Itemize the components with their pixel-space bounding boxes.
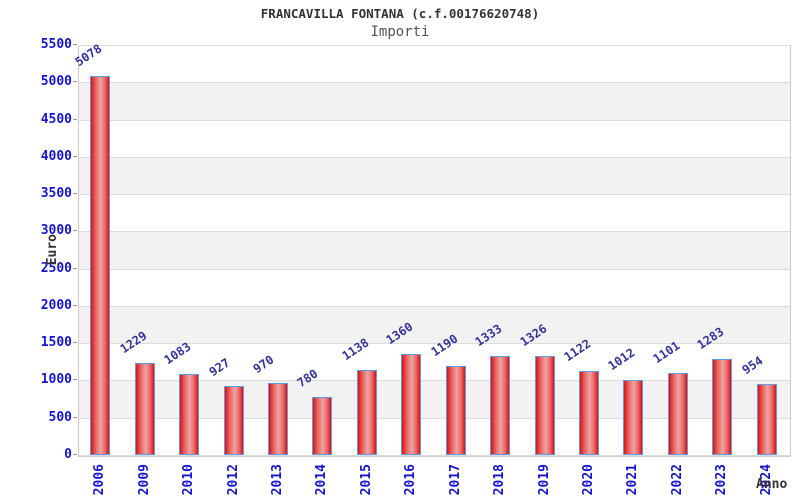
y-tick-label: 1500 <box>40 335 72 351</box>
y-tick-label: 3000 <box>40 223 72 239</box>
x-tick-label: 2018 <box>492 464 507 496</box>
plot-band <box>79 232 790 270</box>
gridline <box>79 231 790 233</box>
y-tick-mark <box>73 81 77 83</box>
y-tick-mark <box>73 342 77 344</box>
bar <box>712 359 732 455</box>
gridline <box>79 156 790 158</box>
bar <box>401 354 421 455</box>
bar <box>135 363 155 455</box>
bar <box>490 356 510 455</box>
gridline <box>79 82 790 84</box>
x-tick-label: 2019 <box>537 464 552 496</box>
gridline <box>79 119 790 121</box>
bar <box>224 386 244 455</box>
y-tick-label: 2000 <box>40 297 72 313</box>
gridline <box>79 343 790 345</box>
y-tick-label: 4500 <box>40 111 72 127</box>
y-tick-label: 3500 <box>40 186 72 202</box>
bar <box>90 76 110 455</box>
plot-band <box>79 157 790 196</box>
y-tick-mark <box>73 230 77 232</box>
y-tick-mark <box>73 454 77 455</box>
y-tick-mark <box>73 155 77 157</box>
x-tick-label: 2014 <box>314 464 329 496</box>
y-tick-label: 1000 <box>40 372 72 388</box>
y-tick-mark <box>73 193 77 195</box>
plot-band <box>79 83 790 121</box>
plot-band <box>79 306 790 345</box>
gridline <box>79 417 790 419</box>
x-tick-label: 2013 <box>270 464 285 496</box>
y-tick-mark <box>73 44 77 45</box>
gridline <box>79 194 790 196</box>
x-tick-label: 2021 <box>625 464 640 496</box>
x-tick-label: 2009 <box>137 464 152 496</box>
x-tick-label: 2020 <box>581 464 596 496</box>
y-tick-mark <box>73 416 77 418</box>
gridline <box>79 305 790 307</box>
y-tick-label: 4000 <box>40 148 72 164</box>
x-tick-label: 2012 <box>226 464 241 496</box>
y-tick-label: 5000 <box>40 74 72 90</box>
x-tick-label: 2016 <box>403 464 418 496</box>
gridline <box>79 45 790 47</box>
x-tick-label: 2015 <box>359 464 374 496</box>
y-tick-label: 5500 <box>40 37 72 52</box>
bar <box>446 366 466 455</box>
bar <box>312 397 332 455</box>
chart-title: FRANCAVILLA FONTANA (c.f.00176620748) <box>260 6 540 21</box>
y-tick-label: 0 <box>64 447 72 462</box>
bar <box>357 370 377 455</box>
gridline <box>79 380 790 382</box>
bar <box>579 371 599 455</box>
x-tick-label: 2017 <box>448 464 463 496</box>
y-axis-title: Euro <box>45 234 60 266</box>
x-tick-label: 2006 <box>92 464 107 496</box>
bar <box>268 383 288 455</box>
x-axis-title: Anno <box>756 477 788 492</box>
bar <box>757 384 777 455</box>
y-tick-label: 2500 <box>40 260 72 276</box>
x-tick-label: 2010 <box>181 464 196 496</box>
bar <box>668 373 688 455</box>
bar <box>623 380 643 455</box>
gridline <box>79 455 790 456</box>
y-tick-mark <box>73 304 77 306</box>
bar <box>535 356 555 455</box>
bar <box>179 374 199 455</box>
y-tick-label: 500 <box>48 409 72 425</box>
x-tick-label: 2023 <box>714 464 729 496</box>
chart-subtitle: Importi <box>370 24 430 40</box>
gridline <box>79 268 790 270</box>
y-tick-mark <box>73 379 77 381</box>
y-tick-mark <box>73 118 77 120</box>
y-tick-mark <box>73 267 77 269</box>
x-tick-label: 2022 <box>670 464 685 496</box>
